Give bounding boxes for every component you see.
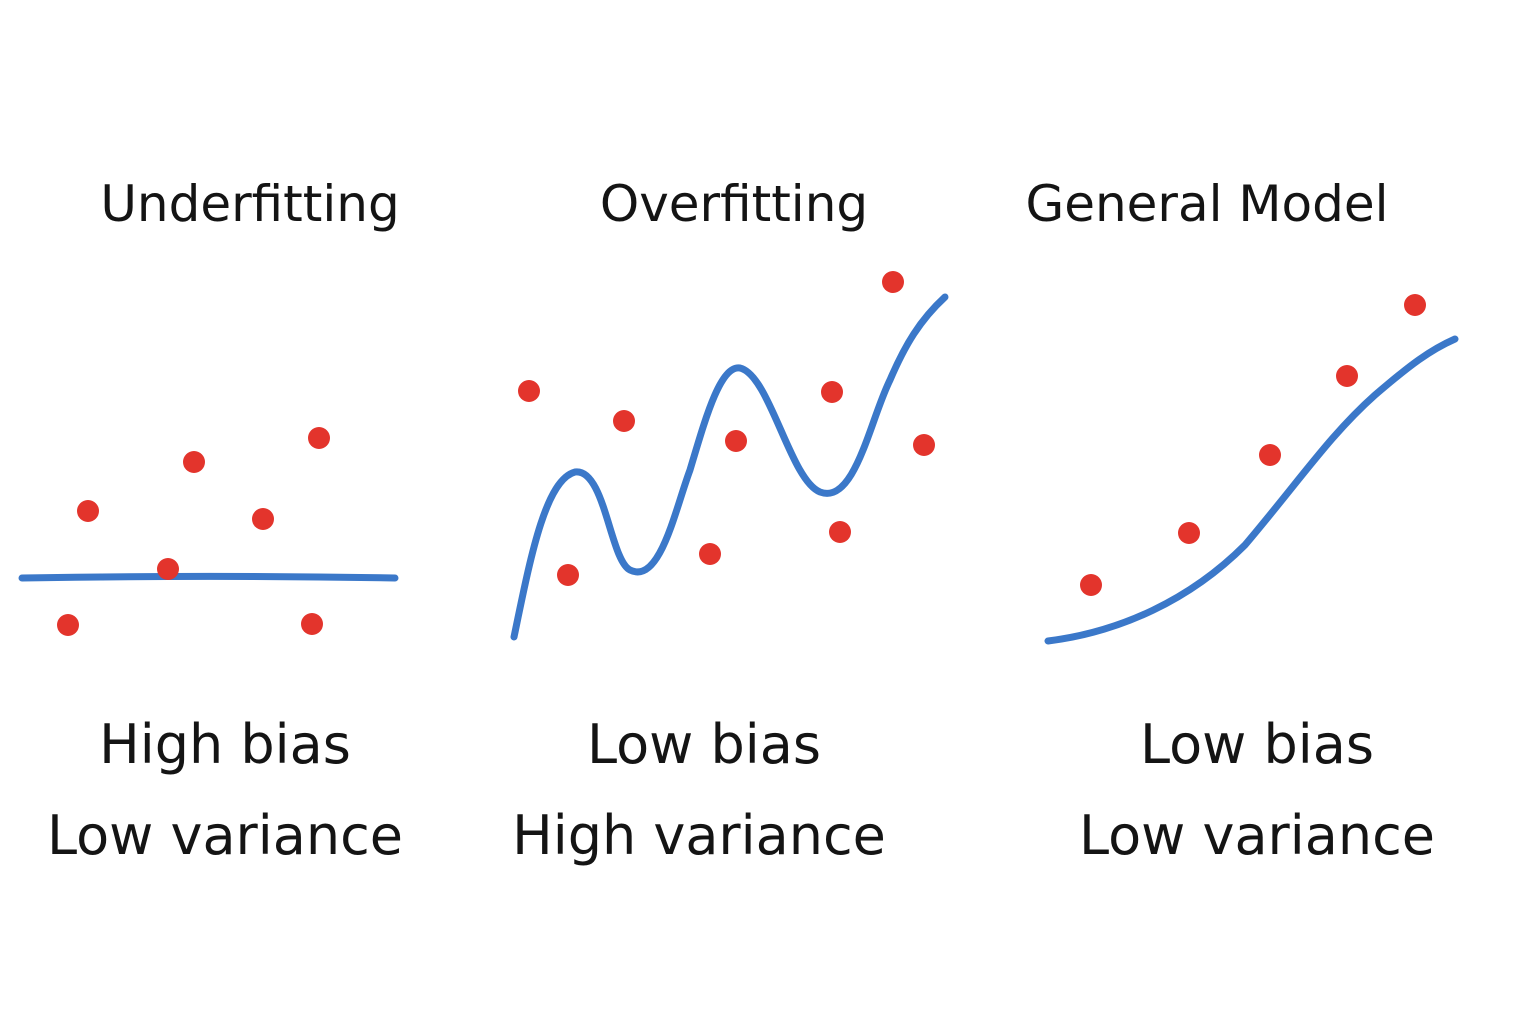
panel-title: General Model: [1025, 175, 1389, 233]
panel-underfitting: Underfitting High bias Low variance: [0, 0, 470, 1024]
bias-label: High bias: [99, 713, 351, 776]
data-point: [1080, 574, 1102, 596]
data-point: [183, 451, 205, 473]
data-point: [613, 410, 635, 432]
bias-label: Low bias: [1139, 713, 1374, 776]
data-point: [1336, 365, 1358, 387]
general-model-plot: [1044, 294, 1459, 645]
panel-title: Overfitting: [599, 175, 869, 233]
data-point: [725, 430, 747, 452]
data-point: [301, 613, 323, 635]
overfitting-plot: [510, 271, 949, 641]
variance-label: High variance: [512, 804, 886, 867]
bias-label: Low bias: [586, 713, 821, 776]
panel-title: Underfitting: [100, 175, 400, 233]
data-point: [1178, 522, 1200, 544]
data-point: [882, 271, 904, 293]
data-point: [252, 508, 274, 530]
data-point: [57, 614, 79, 636]
data-point: [518, 380, 540, 402]
data-point: [557, 564, 579, 586]
variance-label: Low variance: [1079, 804, 1435, 867]
data-point: [821, 381, 843, 403]
data-point: [77, 500, 99, 522]
overfitting-fit-curve: [510, 293, 949, 641]
underfitting-plot: [18, 427, 399, 636]
data-point: [699, 543, 721, 565]
data-point: [829, 521, 851, 543]
data-point: [157, 558, 179, 580]
panel-general-model: General Model Low bias Low variance: [998, 0, 1536, 1024]
data-point: [1404, 294, 1426, 316]
data-point: [1259, 444, 1281, 466]
data-point: [913, 434, 935, 456]
data-point: [308, 427, 330, 449]
underfitting-fit-line: [18, 573, 399, 582]
panel-overfitting: Overfitting Low bias High variance: [470, 0, 998, 1024]
variance-label: Low variance: [47, 804, 403, 867]
general-model-fit-curve: [1044, 335, 1459, 645]
